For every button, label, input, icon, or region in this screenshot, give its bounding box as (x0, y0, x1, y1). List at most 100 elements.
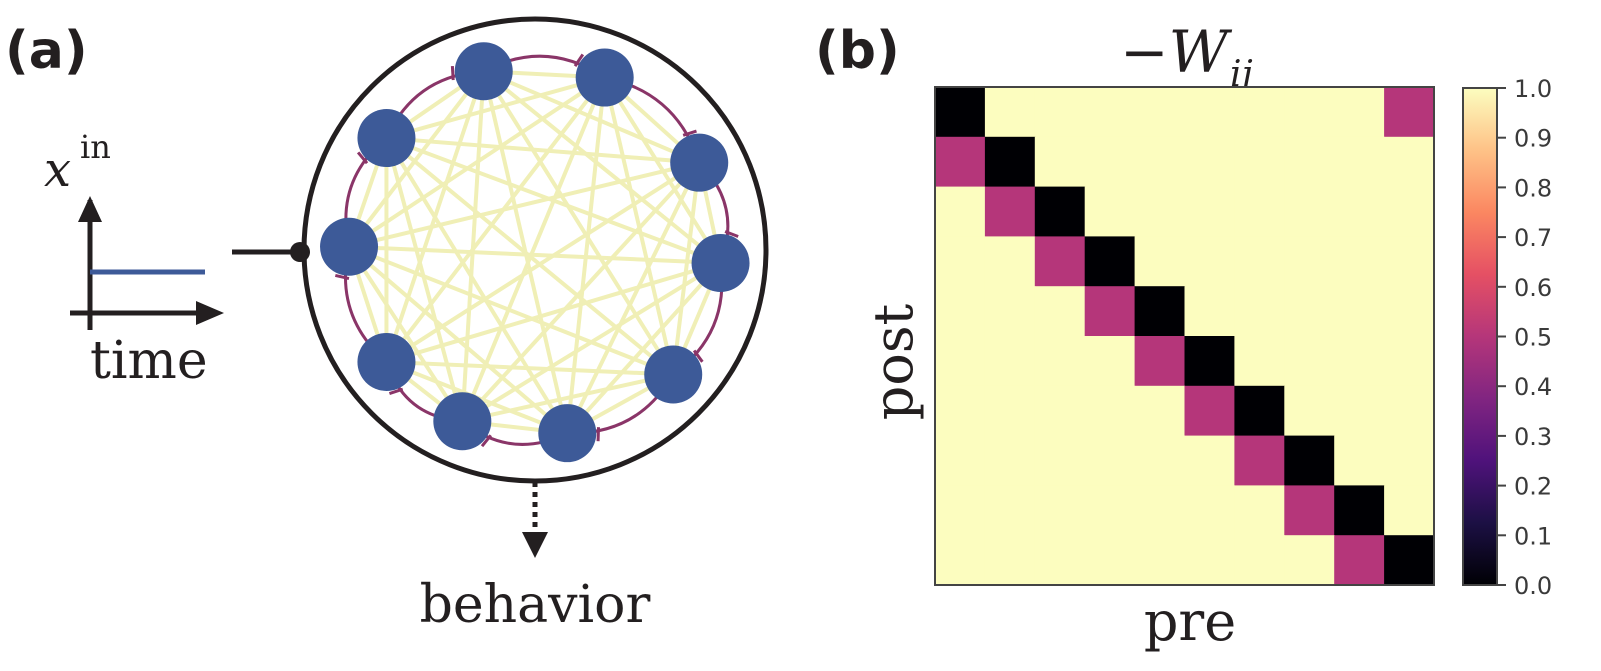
heatmap-cell (1234, 485, 1285, 536)
heatmap-cell (984, 535, 1036, 586)
colorbar-tick-label: 0.5 (1514, 324, 1552, 352)
inhibitory-bar-icon (480, 434, 492, 448)
all-to-all-edge (671, 162, 702, 375)
all-to-all-edge (348, 244, 674, 377)
all-to-all-edge (482, 69, 701, 165)
inhibitory-bar-icon (450, 65, 455, 81)
heatmap-cell (1384, 286, 1435, 337)
heatmap-cell (1084, 435, 1136, 486)
heatmap-cell (935, 485, 986, 536)
heatmap-cell (1134, 136, 1186, 188)
heatmap-cell (1134, 236, 1186, 287)
all-to-all-edge (461, 372, 674, 424)
heatmap-cell (1184, 87, 1235, 138)
heatmap-cell (1334, 286, 1385, 337)
heatmap-cell (1284, 385, 1335, 437)
heatmap-cell (1334, 136, 1385, 188)
heatmap-cell (1234, 136, 1285, 188)
all-to-all-edge (385, 136, 722, 265)
heatmap-cell (1034, 535, 1086, 586)
all-to-all-edge (386, 136, 700, 165)
heatmap-cell (1184, 535, 1235, 586)
heatmap-cell (1134, 485, 1186, 536)
heatmap-cell (1134, 435, 1186, 486)
neuron-node (454, 42, 513, 101)
heatmap-cell (1334, 336, 1385, 387)
heatmap-cell (1334, 435, 1385, 486)
heatmap-cell (1084, 236, 1136, 287)
panel-a: (a) x in time behavior (5, 16, 769, 635)
all-to-all-edge (385, 136, 675, 377)
heatmap-cell (1034, 485, 1086, 536)
heatmap-cell (935, 136, 986, 188)
heatmap-cell (935, 286, 986, 337)
heatmap-cell (1384, 87, 1435, 138)
heatmap-cell (1284, 236, 1335, 287)
inhibitory-bar-icon (682, 129, 697, 137)
heatmap-cell (1134, 385, 1186, 437)
all-to-all-edge (482, 70, 675, 376)
all-to-all-edge (385, 75, 606, 140)
heatmap-cell (984, 286, 1036, 337)
heatmap-cell (1384, 136, 1435, 188)
heatmap-cell (1284, 136, 1335, 188)
heatmap-cell (1134, 87, 1186, 138)
heatmap-cell (1384, 186, 1435, 237)
heatmap-cell (1234, 286, 1285, 337)
all-to-all-edge (460, 71, 486, 422)
heatmap-cell (1034, 385, 1086, 437)
input-y-arrowhead-icon (78, 196, 102, 222)
input-connection-dot (290, 242, 310, 262)
heatmap-cell (935, 535, 986, 586)
neuron-node (644, 345, 703, 404)
colorbar-tick-label: 0.2 (1514, 473, 1552, 501)
heatmap-cell (984, 435, 1036, 486)
heatmap-cell (1234, 535, 1285, 586)
neuron-node (433, 392, 492, 451)
heatmap-cell (1284, 535, 1335, 586)
all-to-all-edge (386, 359, 674, 377)
heatmap-cell (1384, 535, 1435, 586)
neuron-node (357, 109, 416, 168)
heatmap-cell (984, 136, 1036, 188)
heatmap-cell (935, 435, 986, 486)
colorbar-tick-label: 0.9 (1514, 125, 1552, 153)
heatmap-cell (1034, 87, 1086, 138)
all-to-all-edge (348, 160, 700, 249)
heatmap-cell (984, 87, 1036, 138)
all-to-all-connections (347, 69, 723, 436)
heatmap-cell (935, 186, 986, 237)
heatmap-cell (935, 336, 986, 387)
heatmap-cell (1034, 186, 1086, 237)
colorbar-tick-label: 0.7 (1514, 224, 1552, 252)
heatmap-cell (1034, 236, 1086, 287)
neuron-node (691, 233, 750, 292)
all-to-all-edge (384, 70, 486, 363)
heatmap-cell (1134, 535, 1186, 586)
panel-b: (b) −W ij pre post 0.0 0.1 0.2 0.3 0.4 0.5 0.6… (815, 18, 1552, 653)
input-x-arrowhead-icon (196, 301, 224, 325)
all-to-all-edge (384, 137, 570, 435)
heatmap-cell (1134, 186, 1186, 237)
heatmap-cell (935, 236, 986, 287)
heatmap-cell (1384, 385, 1435, 437)
inhibitory-bar-icon (356, 151, 369, 165)
heatmap-cell (1184, 236, 1235, 287)
neuron-node (575, 48, 634, 107)
neuron-node (538, 404, 597, 463)
inhibitory-bar-icon (334, 273, 350, 280)
heatmap-cell (1284, 87, 1335, 138)
input-plot: x in time (44, 128, 224, 391)
colorbar (1462, 87, 1498, 586)
heatmap-cell (1234, 435, 1285, 486)
heatmap-cell (1334, 535, 1385, 586)
colorbar-tick-label: 0.0 (1514, 572, 1552, 600)
colorbar-tick-label: 1.0 (1514, 75, 1552, 103)
behavior-label: behavior (420, 575, 651, 635)
heatmap-cell (1134, 336, 1186, 387)
all-to-all-edge (384, 76, 607, 364)
heatmap-cell (1134, 286, 1186, 337)
inhibitory-bar-icon (724, 230, 739, 238)
heatmap-cell (1234, 336, 1285, 387)
